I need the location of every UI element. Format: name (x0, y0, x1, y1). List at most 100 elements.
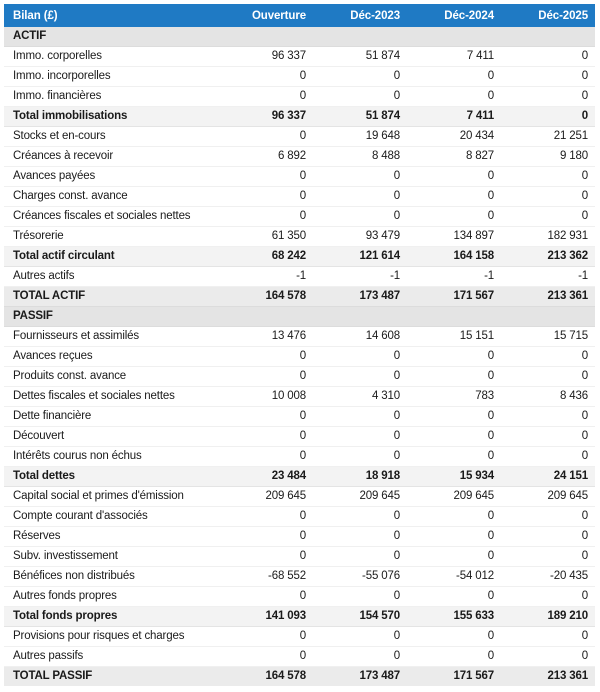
row-value: 4 310 (313, 386, 407, 407)
table-row[interactable]: Total fonds propres 141 093 154 570 155 633… (4, 606, 595, 627)
table-header: Bilan (£) Ouverture Déc-2023 Déc-2024 Dé… (4, 4, 595, 27)
row-label: Compte courant d'associés (4, 506, 219, 527)
row-value: 209 645 (313, 486, 407, 507)
row-label: TOTAL PASSIF (4, 666, 219, 686)
row-value: 0 (501, 46, 595, 67)
row-value (219, 306, 313, 327)
row-value: 0 (407, 626, 501, 647)
column-header-ouverture[interactable]: Ouverture (219, 4, 313, 27)
row-label: Total actif circulant (4, 246, 219, 267)
table-row[interactable]: Immo. financières 0 0 0 0 (4, 86, 595, 107)
table-row[interactable]: Créances à recevoir 6 892 8 488 8 827 9 180 (4, 146, 595, 167)
row-value: 0 (501, 586, 595, 607)
row-value: 209 645 (407, 486, 501, 507)
table-row[interactable]: Dettes fiscales et sociales nettes 10 008… (4, 386, 595, 407)
row-label: PASSIF (4, 306, 219, 327)
row-label: Provisions pour risques et charges (4, 626, 219, 647)
table-row[interactable]: ACTIF (4, 27, 595, 47)
row-value: 0 (407, 366, 501, 387)
row-value: 121 614 (313, 246, 407, 267)
row-value: 68 242 (219, 246, 313, 267)
row-value: 0 (501, 526, 595, 547)
row-value: 61 350 (219, 226, 313, 247)
row-label: Immo. financières (4, 86, 219, 107)
table-row[interactable]: Compte courant d'associés 0 0 0 0 (4, 506, 595, 527)
table-row[interactable]: Immo. incorporelles 0 0 0 0 (4, 66, 595, 87)
row-value: 13 476 (219, 326, 313, 347)
table-row[interactable]: Bénéfices non distribués -68 552 -55 076 -5… (4, 566, 595, 587)
table-row[interactable]: Total immobilisations 96 337 51 874 7 411 0 (4, 106, 595, 127)
row-value: 213 362 (501, 246, 595, 267)
row-label: Capital social et primes d'émission (4, 486, 219, 507)
row-value: 96 337 (219, 46, 313, 67)
column-header-dec-2025[interactable]: Déc-2025 (501, 4, 595, 27)
column-header-label[interactable]: Bilan (£) (4, 4, 219, 27)
table-row[interactable]: Capital social et primes d'émission 209 6… (4, 486, 595, 507)
row-value: 0 (407, 66, 501, 87)
row-value: -1 (407, 266, 501, 287)
row-value: 15 151 (407, 326, 501, 347)
row-value: 0 (407, 186, 501, 207)
table-row[interactable]: Créances fiscales et sociales nettes 0 0 0 0 (4, 206, 595, 227)
row-value: 189 210 (501, 606, 595, 627)
row-value: 0 (219, 586, 313, 607)
row-value: 0 (407, 426, 501, 447)
row-value: 173 487 (313, 286, 407, 307)
table-row[interactable]: TOTAL PASSIF 164 578 173 487 171 567 213 361 (4, 666, 595, 686)
row-value: 164 578 (219, 666, 313, 686)
row-value (313, 306, 407, 327)
table-row[interactable]: Avances payées 0 0 0 0 (4, 166, 595, 187)
row-value: 0 (501, 446, 595, 467)
row-value: 19 648 (313, 126, 407, 147)
table-row[interactable]: Intérêts courus non échus 0 0 0 0 (4, 446, 595, 467)
row-label: Avances reçues (4, 346, 219, 367)
row-value (501, 306, 595, 327)
row-value: 9 180 (501, 146, 595, 167)
table-row[interactable]: Subv. investissement 0 0 0 0 (4, 546, 595, 567)
row-value: 93 479 (313, 226, 407, 247)
table-row[interactable]: Fournisseurs et assimilés 13 476 14 608 15 … (4, 326, 595, 347)
row-label: Subv. investissement (4, 546, 219, 567)
table-row[interactable]: Découvert 0 0 0 0 (4, 426, 595, 447)
table-row[interactable]: Stocks et en-cours 0 19 648 20 434 21 251 (4, 126, 595, 147)
table-row[interactable]: Autres actifs -1 -1 -1 -1 (4, 266, 595, 287)
row-value: 0 (219, 166, 313, 187)
row-value: 0 (501, 366, 595, 387)
row-value: 0 (407, 646, 501, 667)
row-value: 0 (313, 166, 407, 187)
table-row[interactable]: Autres passifs 0 0 0 0 (4, 646, 595, 667)
row-value: 0 (407, 526, 501, 547)
table-row[interactable]: Charges const. avance 0 0 0 0 (4, 186, 595, 207)
column-header-dec-2023[interactable]: Déc-2023 (313, 4, 407, 27)
row-value: 8 436 (501, 386, 595, 407)
row-value (407, 27, 501, 47)
table-row[interactable]: Total actif circulant 68 242 121 614 164 15… (4, 246, 595, 267)
table-row[interactable]: TOTAL ACTIF 164 578 173 487 171 567 213 361 (4, 286, 595, 307)
row-value: 0 (501, 206, 595, 227)
table-row[interactable]: Total dettes 23 484 18 918 15 934 24 151 (4, 466, 595, 487)
row-value: 6 892 (219, 146, 313, 167)
row-value: 8 827 (407, 146, 501, 167)
row-value: 15 934 (407, 466, 501, 487)
row-value: 8 488 (313, 146, 407, 167)
table-row[interactable]: Produits const. avance 0 0 0 0 (4, 366, 595, 387)
row-value: 20 434 (407, 126, 501, 147)
table-row[interactable]: Autres fonds propres 0 0 0 0 (4, 586, 595, 607)
row-value: 173 487 (313, 666, 407, 686)
row-value: -68 552 (219, 566, 313, 587)
row-value: 0 (313, 66, 407, 87)
row-value: -54 012 (407, 566, 501, 587)
row-value: 21 251 (501, 126, 595, 147)
column-header-dec-2024[interactable]: Déc-2024 (407, 4, 501, 27)
table-row[interactable]: Immo. corporelles 96 337 51 874 7 411 0 (4, 46, 595, 67)
row-value: 0 (313, 406, 407, 427)
table-row[interactable]: Réserves 0 0 0 0 (4, 526, 595, 547)
table-row[interactable]: PASSIF (4, 306, 595, 327)
row-value: 0 (407, 166, 501, 187)
row-value: 0 (407, 206, 501, 227)
table-row[interactable]: Avances reçues 0 0 0 0 (4, 346, 595, 367)
table-row[interactable]: Trésorerie 61 350 93 479 134 897 182 931 (4, 226, 595, 247)
row-value: 10 008 (219, 386, 313, 407)
table-row[interactable]: Dette financière 0 0 0 0 (4, 406, 595, 427)
